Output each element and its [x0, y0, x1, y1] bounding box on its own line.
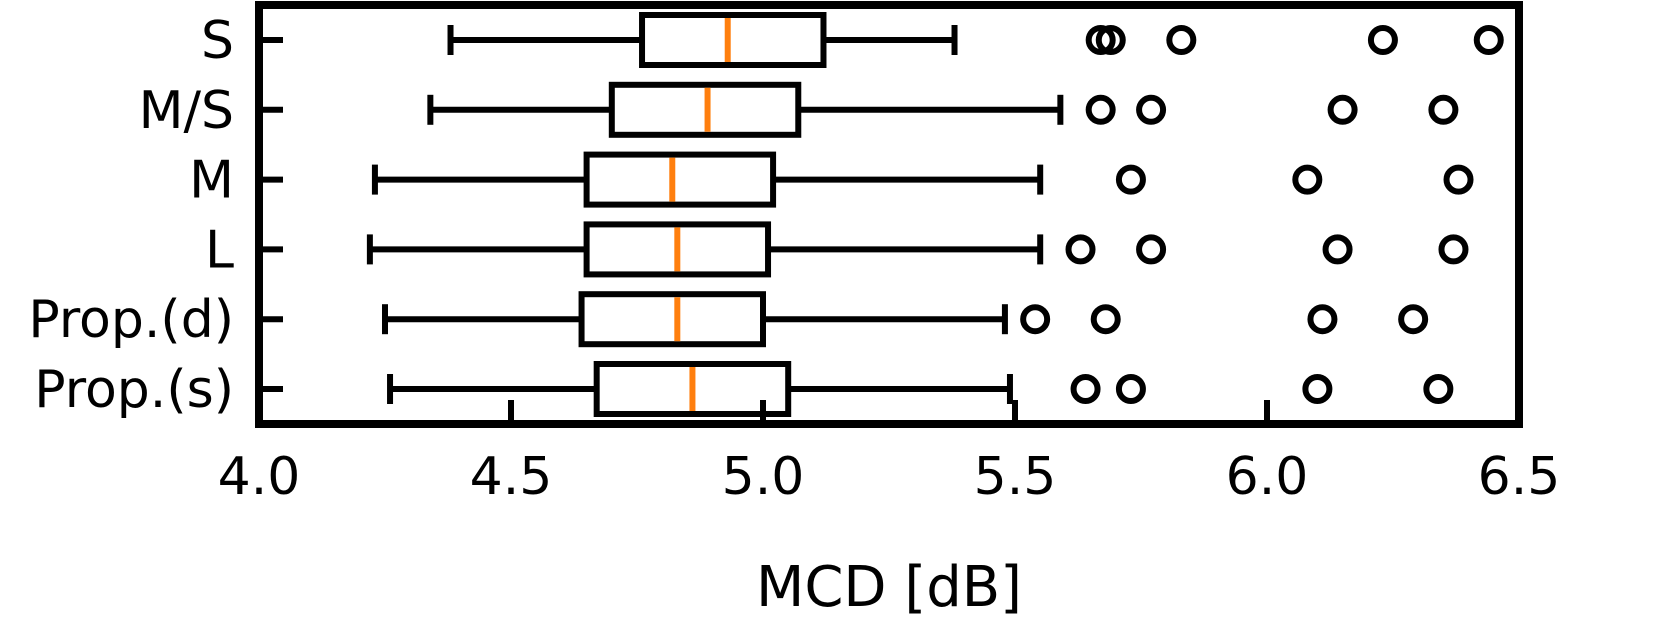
box-group — [371, 151, 1474, 208]
box-group — [447, 12, 1504, 68]
box-group — [382, 291, 1429, 348]
flier-point — [1322, 234, 1353, 265]
box-group — [427, 81, 1459, 138]
flier-point — [1136, 234, 1167, 265]
flier-point — [1095, 25, 1126, 55]
flier-point — [1090, 304, 1121, 335]
flier-point — [1292, 164, 1323, 195]
flier-point — [1136, 94, 1167, 125]
plot-frame — [255, 1, 1523, 428]
flier-point — [1428, 94, 1459, 125]
flier-point — [1085, 25, 1116, 55]
box-iqr — [639, 12, 827, 68]
x-axis-ticks: 4.0 4.5 5.0 5.5 6.0 6.5 — [218, 400, 1561, 507]
y-tick-label: M — [189, 151, 234, 211]
flier-point — [1115, 164, 1146, 195]
flier-point — [1085, 94, 1116, 125]
flier-point — [1423, 374, 1454, 404]
y-tick-label: S — [201, 11, 234, 71]
y-tick-label: Prop.(s) — [34, 360, 234, 420]
flier-point — [1438, 234, 1469, 265]
x-tick-label: 4.0 — [218, 447, 301, 507]
flier-point — [1115, 374, 1146, 404]
x-tick-label: 4.5 — [470, 447, 553, 507]
x-tick-label: 6.0 — [1226, 447, 1309, 507]
plot-marks — [366, 12, 1504, 417]
flier-point — [1166, 25, 1197, 55]
x-axis-label: MCD [dB] — [756, 555, 1022, 620]
flier-point — [1302, 374, 1333, 404]
flier-point — [1020, 304, 1051, 335]
y-tick-label: M/S — [139, 81, 234, 141]
box-group — [366, 221, 1469, 278]
flier-point — [1307, 304, 1338, 335]
flier-point — [1367, 25, 1398, 55]
flier-point — [1443, 164, 1474, 195]
y-axis-ticks: S M/S ML Prop.(d) Prop.(s) — [28, 11, 283, 420]
box-iqr — [578, 291, 766, 348]
y-tick-label: Prop.(d) — [28, 290, 234, 350]
flier-point — [1327, 94, 1358, 125]
box-iqr — [583, 151, 777, 208]
flier-point — [1070, 374, 1101, 404]
flier-point — [1398, 304, 1429, 335]
x-tick-label: 6.5 — [1478, 447, 1561, 507]
y-tick-label: L — [205, 220, 234, 280]
x-tick-label: 5.0 — [722, 447, 805, 507]
x-tick-label: 5.5 — [974, 447, 1057, 507]
flier-point — [1065, 234, 1096, 265]
flier-point — [1473, 25, 1504, 55]
box-group — [387, 361, 1454, 417]
